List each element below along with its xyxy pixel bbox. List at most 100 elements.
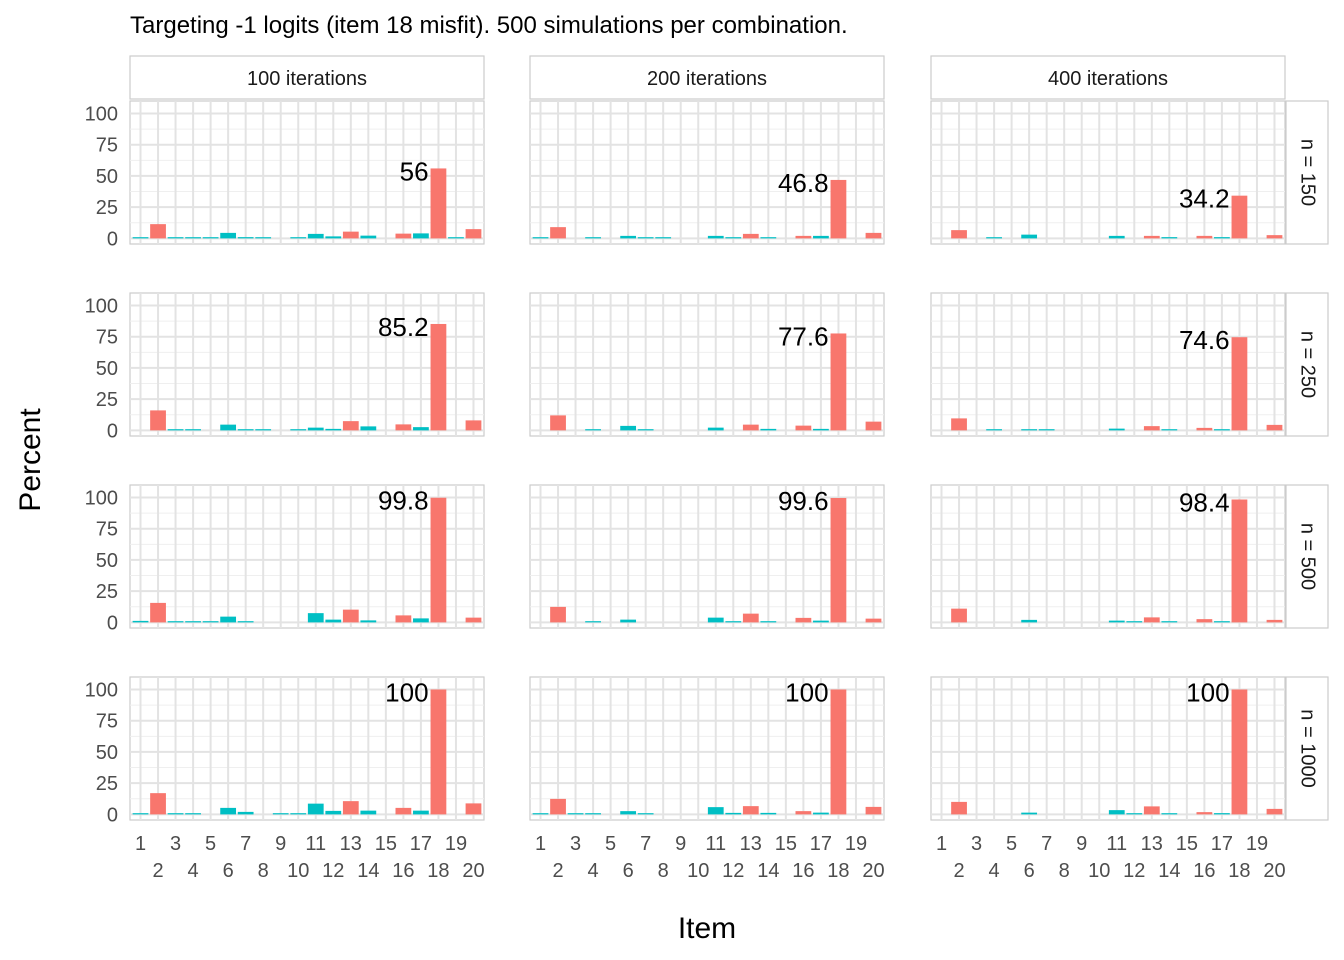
target-value-label: 98.4	[1179, 487, 1230, 517]
y-tick-label: 0	[107, 804, 118, 826]
x-tick-label: 16	[1193, 860, 1215, 882]
x-tick-label: 14	[357, 860, 379, 882]
bar-item-1	[132, 620, 149, 623]
x-tick-label: 19	[1246, 833, 1268, 855]
facet-strip-row-label: n = 1000	[1297, 709, 1319, 787]
bar-item-10	[290, 813, 307, 815]
target-value-label: 46.8	[778, 168, 829, 198]
panel-r3-c2: 99.6	[529, 484, 885, 629]
bar-item-12	[1126, 813, 1143, 815]
bar-item-4	[986, 429, 1002, 431]
bar-item-2	[150, 410, 166, 431]
bar-item-13	[1143, 426, 1160, 431]
x-tick-label: 7	[1041, 833, 1052, 855]
bar-item-16	[395, 807, 412, 815]
bar-item-2	[951, 801, 967, 815]
bar-item-7	[637, 813, 654, 815]
y-tick-label: 0	[107, 420, 118, 442]
bar-item-6	[620, 619, 637, 623]
panel-background	[129, 100, 485, 245]
panel-background	[529, 676, 885, 821]
y-tick-label: 100	[85, 487, 118, 509]
x-tick-label: 2	[552, 860, 563, 882]
target-value-label: 99.6	[778, 486, 829, 516]
x-tick-label: 8	[258, 860, 269, 882]
bar-item-12	[725, 812, 742, 815]
panel-background	[930, 100, 1286, 245]
bar-item-2	[951, 230, 967, 239]
x-tick-label: 5	[1006, 833, 1017, 855]
bar-item-7	[237, 237, 254, 239]
bar-item-16	[395, 615, 412, 623]
bar-item-4	[585, 621, 601, 623]
bar-item-16	[1196, 619, 1213, 623]
target-value-label: 74.6	[1179, 325, 1230, 355]
bar-item-12	[325, 236, 342, 239]
panel-background	[129, 676, 485, 821]
target-value-label: 100	[385, 677, 428, 707]
x-tick-label: 1	[135, 833, 146, 855]
x-tick-label: 18	[1228, 860, 1250, 882]
x-tick-label: 7	[640, 833, 651, 855]
panel-r2-c3: 74.6	[930, 292, 1286, 437]
bar-item-13	[342, 231, 359, 239]
bar-item-2	[951, 608, 967, 623]
bar-item-18	[430, 497, 447, 623]
x-tick-label: 14	[757, 860, 779, 882]
x-tick-label: 10	[1088, 860, 1110, 882]
bar-item-16	[795, 811, 812, 815]
bar-item-6	[1021, 812, 1038, 815]
x-tick-label: 10	[687, 860, 709, 882]
bar-item-17	[413, 427, 429, 431]
bar-item-7	[237, 811, 254, 815]
bar-item-11	[707, 617, 724, 623]
x-tick-label: 9	[1076, 833, 1087, 855]
x-tick-label: 15	[775, 833, 797, 855]
bar-item-12	[725, 621, 742, 623]
panel-r4-c2: 100	[529, 676, 885, 821]
panel-background	[930, 484, 1286, 629]
x-tick-label: 11	[1106, 833, 1127, 855]
bar-item-7	[637, 429, 654, 431]
bar-item-11	[707, 807, 724, 815]
panel-background	[930, 676, 1286, 821]
chart-title: Targeting -1 logits (item 18 misfit). 50…	[130, 12, 848, 39]
bar-item-4	[185, 237, 201, 239]
y-tick-label: 100	[85, 295, 118, 317]
bar-item-20	[1266, 619, 1283, 623]
x-tick-label: 9	[675, 833, 686, 855]
bar-item-14	[1161, 813, 1178, 815]
bar-item-4	[185, 813, 201, 815]
bar-item-14	[360, 235, 377, 239]
panel-background	[129, 484, 485, 629]
y-axis-title: Percent	[14, 408, 47, 512]
x-tick-label: 4	[588, 860, 599, 882]
x-tick-label: 1	[535, 833, 546, 855]
bar-item-7	[237, 429, 254, 431]
bar-item-18	[1231, 337, 1248, 431]
bar-item-3	[167, 813, 184, 815]
x-tick-label: 19	[445, 833, 467, 855]
x-tick-label: 20	[862, 860, 884, 882]
x-tick-label: 16	[792, 860, 814, 882]
bar-item-12	[325, 619, 342, 623]
bar-item-18	[830, 497, 847, 623]
x-tick-label: 1	[936, 833, 947, 855]
bar-item-13	[1143, 806, 1160, 815]
bar-item-11	[307, 233, 324, 239]
bar-item-10	[290, 237, 307, 239]
bar-item-14	[1161, 621, 1178, 623]
x-tick-label: 13	[740, 833, 762, 855]
facet-grid: 100 iterations 200 iterations 400 iteratio…	[85, 55, 1329, 882]
y-tick-label: 25	[96, 581, 118, 603]
bar-item-9	[272, 813, 289, 815]
bar-item-14	[760, 621, 777, 623]
panel-r4-c1: 100 0 25 50 75 100	[85, 676, 485, 826]
y-tick-label: 25	[96, 197, 118, 219]
bar-item-17	[413, 233, 429, 239]
bar-item-14	[1161, 237, 1178, 239]
bar-item-20	[465, 803, 482, 815]
y-tick-label: 100	[85, 103, 118, 125]
bar-item-11	[707, 235, 724, 239]
panel-background	[529, 100, 885, 245]
